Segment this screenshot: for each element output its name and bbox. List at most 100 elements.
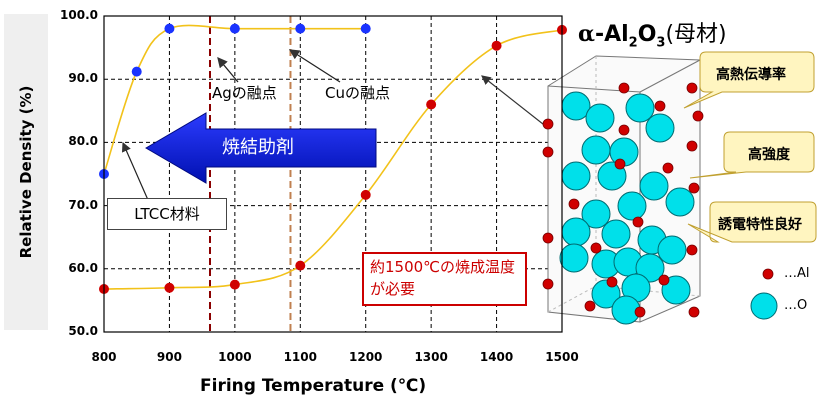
sintering-aid-label: 焼結助剤 [222, 137, 294, 158]
ltcc-leader [121, 141, 149, 201]
x-axis-label: Firing Temperature (℃) [200, 376, 427, 396]
series-0-point [164, 23, 175, 34]
y-axis-label-panel [4, 14, 48, 330]
series-0-point [131, 66, 142, 77]
aluminum-atom [542, 278, 554, 290]
legend-al-label: …Al [784, 266, 810, 281]
aluminum-atom [542, 118, 554, 130]
plot-frame [103, 15, 563, 333]
aluminum-atom [686, 82, 698, 94]
aluminum-atom [658, 274, 670, 286]
series-1-point [229, 279, 240, 290]
cu-melt-leader [288, 49, 341, 83]
series-1-point [164, 282, 175, 293]
aluminum-atom [618, 82, 630, 94]
oxygen-atom [645, 113, 675, 143]
callout-bubble-3 [687, 201, 817, 243]
x-tick-label: 1000 [218, 350, 252, 364]
legend-al-marker [762, 268, 774, 280]
oxygen-atom [661, 275, 691, 305]
callout-bubble-1 [683, 51, 815, 109]
oxygen-atom [635, 253, 665, 283]
series-1-point [426, 99, 437, 110]
aluminum-atom [542, 232, 554, 244]
aluminum-atom [632, 216, 644, 228]
aluminum-atom [590, 242, 602, 254]
aluminum-atom [688, 182, 700, 194]
aluminum-atom [542, 146, 554, 158]
series-line-0 [103, 24, 366, 175]
annotation-shapes [121, 49, 817, 325]
oxygen-atom [561, 217, 591, 247]
y-tick-label: 50.0 [68, 324, 98, 338]
aluminum-atom [686, 140, 698, 152]
ag-melt-leader [217, 57, 239, 83]
alumina-alpha: α [578, 21, 595, 47]
legend-o-label: …O [784, 298, 808, 313]
oxygen-atom [581, 135, 611, 165]
oxygen-atom [665, 187, 695, 217]
aluminum-atom [692, 110, 704, 122]
oxygen-atom [601, 219, 631, 249]
reference-lines [208, 16, 292, 332]
alumina-leader [481, 75, 549, 129]
callout-good-dielectric: 誘電特性良好 [718, 217, 802, 233]
alumina-formula-al: -Al [594, 22, 629, 47]
alumina-title: α-Al2O3(母材) [578, 16, 727, 50]
oxygen-atom [625, 93, 655, 123]
callout-bubble-2 [689, 131, 815, 179]
series-1-point [491, 40, 502, 51]
alumina-sub-3: 3 [656, 35, 666, 51]
y-tick-label: 70.0 [68, 197, 98, 212]
x-tick-label: 900 [156, 350, 182, 364]
y-tick-label: 100.0 [60, 8, 98, 22]
y-tick-label: 80.0 [68, 134, 98, 149]
callout-bubbles [683, 51, 817, 243]
x-tick-label: 1200 [349, 350, 383, 364]
alumina-formula-o: O [637, 22, 657, 47]
alumina-sub-2: 2 [628, 35, 638, 51]
aluminum-atom [584, 300, 596, 312]
alumina-suffix: (母材) [665, 22, 727, 47]
ltcc-label-box: LTCC材料 [107, 198, 227, 230]
oxygen-atom [581, 199, 611, 229]
aluminum-atom [688, 306, 700, 318]
series-0-point [229, 23, 240, 34]
cu-melting-point-label: Cuの融点 [325, 84, 390, 102]
oxygen-atom [617, 191, 647, 221]
y-tick-label: 90.0 [68, 71, 98, 86]
series-1-point [360, 189, 371, 200]
oxygen-atom [585, 103, 615, 133]
aluminum-atom [606, 276, 618, 288]
x-tick-label: 1300 [414, 350, 448, 364]
callout-high-strength: 高強度 [748, 147, 790, 163]
aluminum-atom [618, 124, 630, 136]
oxygen-atom [561, 161, 591, 191]
series-line-1 [103, 29, 563, 290]
aluminum-atom [686, 244, 698, 256]
aluminum-atom [654, 100, 666, 112]
oxygen-atom [639, 171, 669, 201]
aluminum-atom [662, 162, 674, 174]
crystal-atoms [542, 82, 704, 325]
series-0-point [295, 23, 306, 34]
x-tick-label: 1500 [545, 350, 579, 364]
y-tick-label: 60.0 [68, 260, 98, 275]
firing-temperature-note: 約1500℃の焼成温度が必要 [362, 252, 527, 306]
oxygen-atom [657, 235, 687, 265]
oxygen-atom [559, 243, 589, 273]
series-1-point [295, 260, 306, 271]
ag-melting-point-label: Agの融点 [212, 84, 277, 102]
x-tick-label: 800 [91, 350, 117, 364]
aluminum-atom [568, 198, 580, 210]
x-tick-label: 1400 [479, 350, 514, 364]
aluminum-atom [614, 158, 626, 170]
x-tick-label: 1100 [283, 350, 317, 364]
aluminum-atom [634, 306, 646, 318]
sintering-aid-arrow [145, 112, 377, 184]
series-0-point [360, 23, 371, 34]
callout-high-thermal-conductivity: 高熱伝導率 [716, 67, 786, 83]
legend-o-marker [750, 292, 778, 320]
